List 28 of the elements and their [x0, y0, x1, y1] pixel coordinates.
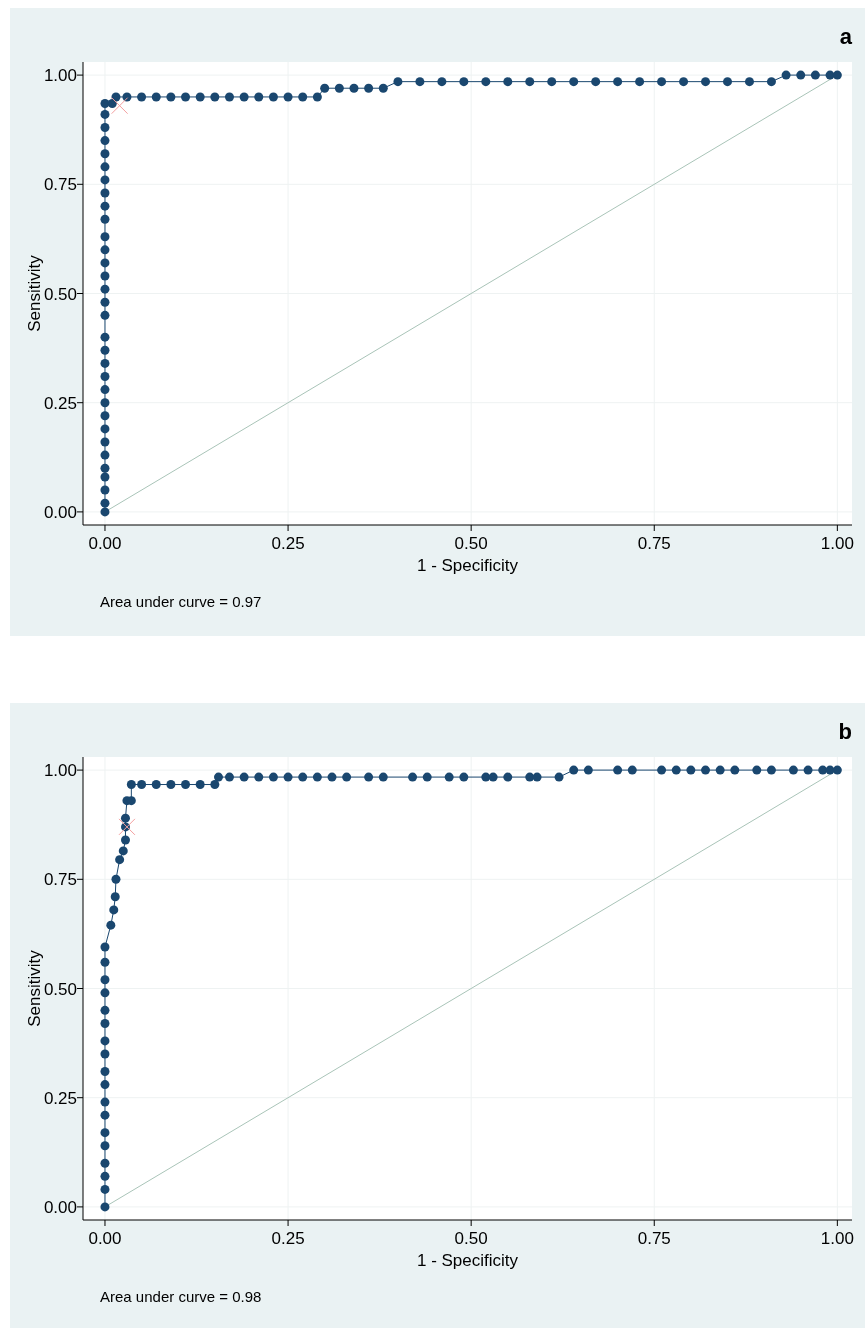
y-tick-label: 0.25	[43, 1088, 77, 1108]
x-tick-label: 0.50	[454, 1229, 488, 1248]
y-axis-title: Sensitivity	[25, 254, 44, 332]
y-tick-label: 0.75	[43, 870, 77, 890]
y-tick-label: 0.25	[43, 393, 77, 413]
x-tick-label: 1.00	[820, 1229, 854, 1248]
y-tick-label: 1.00	[43, 66, 77, 86]
chart-title: a	[839, 24, 853, 49]
y-tick-label: 1.00	[43, 761, 77, 781]
y-tick-label: 0.00	[43, 502, 77, 522]
x-tick-label: 0.50	[454, 534, 488, 553]
y-tick-label: 0.50	[43, 979, 77, 999]
x-axis-title: 1 - Specificity	[416, 556, 519, 575]
x-tick-label: 0.25	[271, 1229, 305, 1248]
x-tick-label: 0.75	[637, 534, 671, 553]
x-tick-label: 0.75	[637, 1229, 671, 1248]
text: Area under curve = 0.98	[100, 1288, 262, 1305]
x-tick-label: 0.00	[88, 1229, 122, 1248]
x-tick-label: 0.00	[88, 534, 122, 553]
x-tick-label: 1.00	[820, 534, 854, 553]
y-axis-title: Sensitivity	[25, 949, 44, 1027]
y-tick-label: 0.75	[43, 175, 77, 195]
chart-title: b	[838, 719, 852, 744]
x-tick-label: 0.25	[271, 534, 305, 553]
text: Area under curve = 0.97	[100, 593, 262, 610]
y-tick-label: 0.50	[43, 284, 77, 304]
y-tick-label: 0.00	[43, 1197, 77, 1217]
x-axis-title: 1 - Specificity	[416, 1251, 519, 1270]
